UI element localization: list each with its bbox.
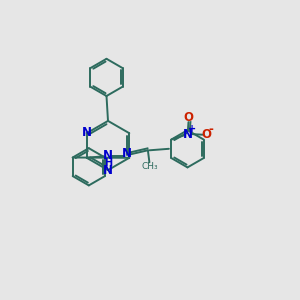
- Text: H: H: [104, 158, 112, 168]
- Text: O: O: [184, 111, 194, 124]
- Text: N: N: [183, 128, 193, 141]
- Text: N: N: [103, 148, 113, 162]
- Text: -: -: [209, 123, 214, 136]
- Text: O: O: [202, 128, 212, 141]
- Text: +: +: [188, 124, 196, 134]
- Text: N: N: [82, 126, 92, 139]
- Text: N: N: [103, 164, 113, 177]
- Text: CH₃: CH₃: [141, 162, 158, 171]
- Text: N: N: [122, 147, 132, 160]
